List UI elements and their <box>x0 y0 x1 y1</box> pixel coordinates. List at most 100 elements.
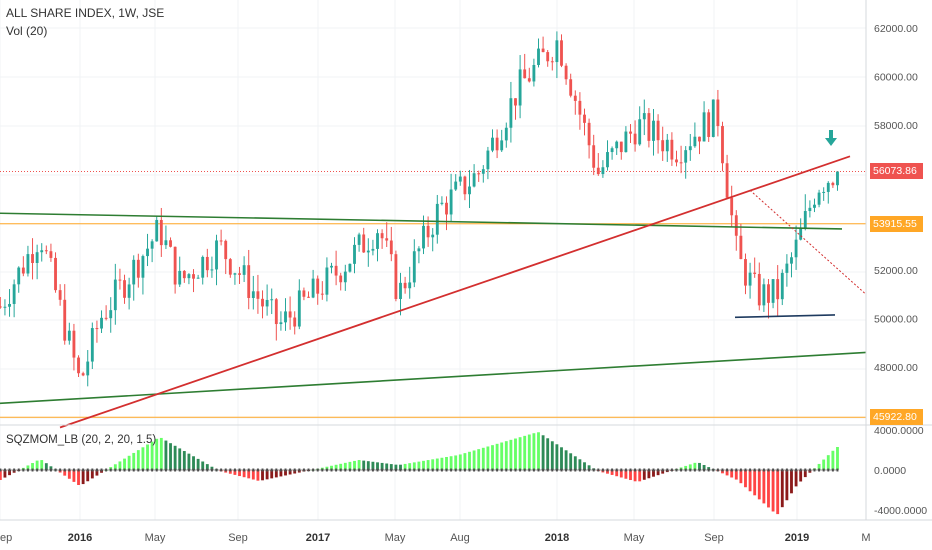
momentum-bar <box>523 435 527 470</box>
candle-down <box>560 34 563 68</box>
candle-body <box>196 277 200 279</box>
candle-body <box>679 162 683 164</box>
momentum-bar <box>169 443 172 470</box>
candle-body <box>81 373 85 376</box>
candle-up <box>35 244 39 280</box>
candle-down <box>302 287 306 301</box>
candle-down <box>716 89 720 137</box>
momentum-bar <box>753 470 757 496</box>
candle-body <box>435 203 439 235</box>
candle-down <box>725 154 729 199</box>
momentum-bar <box>606 470 609 474</box>
candle-up <box>3 299 7 316</box>
candle-body <box>316 278 320 294</box>
candle-up <box>90 322 94 369</box>
momentum-bar <box>435 458 439 470</box>
momentum-bar <box>357 460 361 470</box>
momentum-bar <box>422 460 425 470</box>
candle-body <box>532 64 536 82</box>
momentum-bar <box>86 470 90 482</box>
candle-body <box>707 112 711 137</box>
down-arrow-icon <box>825 130 837 146</box>
candle-body <box>12 284 16 304</box>
candle-body <box>836 171 839 186</box>
candle-body <box>334 265 338 276</box>
candle-up <box>371 239 375 256</box>
candle-body <box>771 279 775 303</box>
momentum-bar <box>113 464 117 470</box>
time-tick-label: 2018 <box>545 532 569 544</box>
candle-up <box>458 170 462 186</box>
candle-up <box>17 266 21 293</box>
momentum-bar <box>431 459 435 470</box>
candle-up <box>454 174 458 191</box>
candle-up <box>357 232 361 252</box>
candle-body <box>123 280 126 298</box>
momentum-bar <box>141 447 145 470</box>
candle-body <box>113 279 117 311</box>
momentum-bar <box>408 463 412 470</box>
candle-body <box>408 282 412 289</box>
momentum-bar <box>146 444 149 470</box>
momentum-bar <box>583 462 586 470</box>
candle-up <box>601 160 605 178</box>
candles[interactable] <box>0 31 839 387</box>
candle-down <box>334 250 338 286</box>
momentum-bar <box>261 470 264 481</box>
time-tick-label: 2017 <box>306 532 330 544</box>
candle-up <box>652 109 655 156</box>
candle-body <box>127 284 131 298</box>
momentum-bar <box>688 464 692 470</box>
candle-body <box>601 167 605 175</box>
candle-body <box>633 133 637 145</box>
momentum-bar <box>325 466 329 470</box>
candle-body <box>389 240 393 255</box>
candle-up <box>665 133 669 162</box>
candle-body <box>265 299 269 307</box>
momentum-bar <box>633 470 637 482</box>
candle-body <box>629 131 632 134</box>
candle-down <box>679 145 683 174</box>
candle-up <box>799 218 803 241</box>
momentum-bar <box>247 470 251 479</box>
candle-body <box>725 163 729 198</box>
candle-down <box>293 311 297 335</box>
momentum-bar <box>615 470 619 477</box>
candle-body <box>794 239 798 258</box>
candle-body <box>675 159 678 163</box>
price-tick-label: 48000.00 <box>874 362 918 374</box>
candle-up <box>265 284 269 316</box>
candle-up <box>113 263 117 325</box>
momentum-bar <box>178 448 182 470</box>
candle-body <box>399 282 402 299</box>
candle-body <box>596 167 600 175</box>
candle-up <box>518 55 522 119</box>
candle-body <box>624 131 628 153</box>
candle-body <box>440 202 444 204</box>
momentum-bar <box>514 438 517 470</box>
candle-body <box>201 256 205 278</box>
candle-down <box>104 305 108 321</box>
candle-up <box>817 189 821 208</box>
candle-down <box>675 150 678 167</box>
momentum-bar <box>265 470 269 480</box>
momentum-bar <box>238 470 241 477</box>
candle-up <box>100 310 103 334</box>
momentum-bar <box>228 470 232 474</box>
candle-down <box>44 245 48 255</box>
candle-body <box>822 191 826 193</box>
arrow-marker[interactable] <box>825 130 837 146</box>
trend-lines[interactable] <box>0 155 867 429</box>
candle-body <box>514 98 517 106</box>
candle-up <box>376 229 379 262</box>
candle-body <box>550 61 554 63</box>
candle-body <box>481 169 485 174</box>
candle-up <box>353 237 356 274</box>
momentum-bar <box>799 470 803 482</box>
candle-down <box>739 223 743 260</box>
momentum-bar <box>164 440 168 470</box>
candle-up <box>270 288 274 315</box>
candle-body <box>330 265 333 268</box>
